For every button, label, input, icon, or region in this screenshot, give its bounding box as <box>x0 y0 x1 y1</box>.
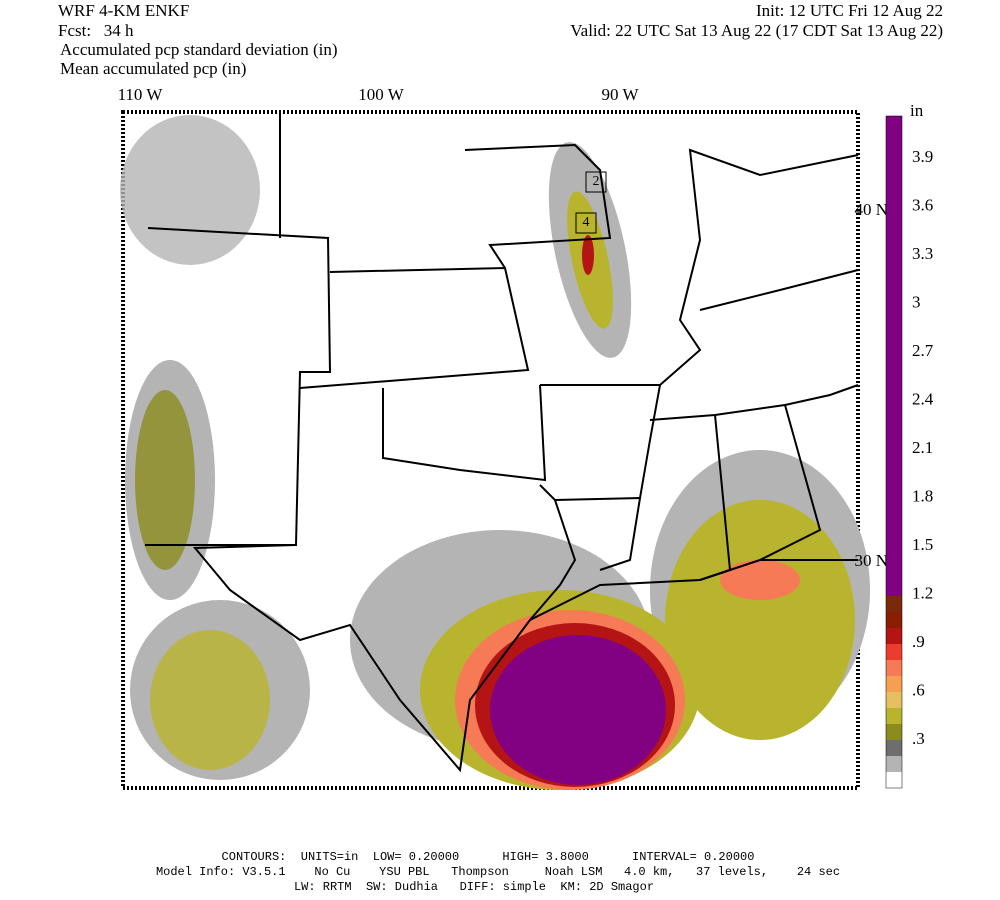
colorbar-box <box>886 372 902 388</box>
colorbar-box <box>886 212 902 228</box>
colorbar-label: 2.7 <box>912 341 934 360</box>
colorbar-box <box>886 532 902 548</box>
colorbar-box <box>886 308 902 324</box>
forecast-hour: Fcst: 34 h <box>58 21 134 40</box>
colorbar-box <box>886 484 902 500</box>
colorbar-box <box>886 468 902 484</box>
lon-label: 100 W <box>358 85 404 104</box>
state-borders <box>145 112 859 773</box>
colorbar-box <box>886 452 902 468</box>
colorbar-box <box>886 692 902 708</box>
colorbar-box <box>886 580 902 596</box>
colorbar-label: .9 <box>912 632 925 651</box>
colorbar-box <box>886 164 902 180</box>
colorbar-box <box>886 276 902 292</box>
colorbar-box <box>886 356 902 372</box>
map: 2 4 40 N 30 N <box>120 110 888 790</box>
footer-line: CONTOURS: UNITS=in LOW= 0.20000 HIGH= 3.… <box>222 850 755 864</box>
lon-label: 90 W <box>602 85 640 104</box>
colorbar-box <box>886 628 902 644</box>
colorbar-box <box>886 340 902 356</box>
colorbar-box <box>886 772 902 788</box>
colorbar-box <box>886 596 902 612</box>
lon-label: 110 W <box>118 85 164 104</box>
colorbar-label: 3.6 <box>912 195 933 214</box>
colorbar-unit: in <box>910 101 924 120</box>
colorbar-frame <box>885 115 903 789</box>
box-marker <box>575 212 597 234</box>
colorbar-box <box>886 116 902 132</box>
colorbar-label: 3.3 <box>912 244 933 263</box>
colorbar: 3.9 3.6 3.3 3 2.7 2.4 2.1 1.8 1.5 1.2 .9 .6 .3 <box>885 115 934 789</box>
box-marker <box>585 171 607 193</box>
colorbar-box <box>886 180 902 196</box>
colorbar-label: 2.1 <box>912 438 933 457</box>
colorbar-box <box>886 404 902 420</box>
field-title: Mean accumulated pcp (in) <box>60 59 246 78</box>
lat-label: 40 N <box>854 200 888 219</box>
colorbar-box <box>886 132 902 148</box>
colorbar-box <box>886 388 902 404</box>
valid-time: Valid: 22 UTC Sat 13 Aug 22 (17 CDT Sat … <box>570 21 943 40</box>
init-time: Init: 12 UTC Fri 12 Aug 22 <box>756 1 943 20</box>
colorbar-label: 2.4 <box>912 389 934 408</box>
colorbar-box <box>886 612 902 628</box>
colorbar-box <box>886 196 902 212</box>
lat-label: 30 N <box>854 551 888 570</box>
colorbar-box <box>886 260 902 276</box>
colorbar-label: 3 <box>912 292 921 311</box>
colorbar-box <box>886 324 902 340</box>
colorbar-label: .6 <box>912 680 925 699</box>
model-name: WRF 4-KM ENKF <box>58 1 189 20</box>
colorbar-box <box>886 420 902 436</box>
colorbar-box <box>886 148 902 164</box>
colorbar-label: .3 <box>912 729 925 748</box>
colorbar-box <box>886 660 902 676</box>
footer-line: LW: RRTM SW: Dudhia DIFF: simple KM: 2D … <box>294 880 654 894</box>
field-title: Accumulated pcp standard deviation (in) <box>60 40 338 59</box>
colorbar-box <box>886 244 902 260</box>
box-label: 2 <box>593 174 600 189</box>
colorbar-box <box>886 436 902 452</box>
colorbar-box <box>886 708 902 724</box>
colorbar-box <box>886 676 902 692</box>
colorbar-box <box>886 500 902 516</box>
footer-line: Model Info: V3.5.1 No Cu YSU PBL Thompso… <box>156 865 840 879</box>
colorbar-label: 1.8 <box>912 486 933 505</box>
colorbar-box <box>886 644 902 660</box>
colorbar-box <box>886 724 902 740</box>
colorbar-box <box>886 756 902 772</box>
precip-field <box>120 115 870 790</box>
colorbar-label: 3.9 <box>912 147 933 166</box>
colorbar-box <box>886 228 902 244</box>
colorbar-box <box>886 292 902 308</box>
colorbar-label: 1.2 <box>912 583 933 602</box>
colorbar-box <box>886 548 902 564</box>
box-label: 4 <box>583 215 590 230</box>
colorbar-box <box>886 564 902 580</box>
colorbar-label: 1.5 <box>912 535 933 554</box>
colorbar-box <box>886 740 902 756</box>
colorbar-box <box>886 516 902 532</box>
